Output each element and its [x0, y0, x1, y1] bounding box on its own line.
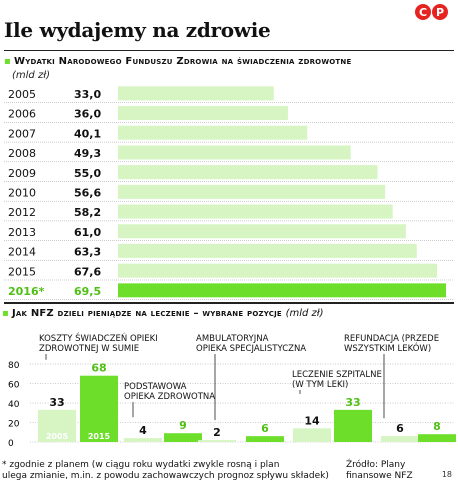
value-label-2005: 33	[49, 396, 64, 409]
value-label-2015: 68	[91, 362, 106, 375]
y-tick-label: 80	[8, 361, 20, 371]
group-label-line: LECZENIE SZPITALNE	[292, 370, 382, 380]
bar-2015	[164, 433, 202, 442]
value-label-2015: 8	[433, 420, 441, 433]
category-label: 2007	[8, 127, 36, 140]
value-label-2015: 9	[179, 419, 187, 432]
value-label: 58,2	[74, 206, 101, 219]
value-label: 61,0	[74, 226, 101, 239]
bar	[118, 125, 308, 140]
value-label-2015: 33	[345, 396, 360, 409]
category-label: 2012	[8, 206, 36, 219]
category-label: 2009	[8, 167, 36, 180]
value-label: 63,3	[74, 246, 101, 259]
value-label: 55,0	[74, 167, 101, 180]
y-tick-label: 20	[8, 420, 20, 430]
category-label: 2006	[8, 108, 36, 121]
footnote: * zgodnie z planem (w ciągu roku wydatki…	[2, 460, 329, 481]
bar	[118, 243, 417, 258]
logo-letter-c-icon: C	[415, 4, 431, 20]
value-label-2005: 4	[139, 424, 147, 437]
bar	[118, 86, 274, 101]
group-label-line: REFUNDACJA (PRZEDE	[344, 334, 439, 344]
bar	[118, 283, 446, 298]
value-label: 36,0	[74, 108, 101, 121]
value-label-2005: 14	[304, 414, 320, 427]
value-label: 49,3	[74, 147, 101, 160]
group-label-line: KOSZTY ŚWIADCZEŃ OPIEKI	[39, 332, 158, 344]
bar	[118, 184, 386, 199]
category-label: 2016*	[8, 285, 45, 298]
bar-2005	[38, 409, 76, 442]
value-label: 33,0	[74, 88, 101, 101]
bar-2015	[80, 375, 118, 442]
category-label: 2010	[8, 187, 36, 200]
group-label-line: AMBULATORYJNA	[196, 334, 269, 344]
bar-year-label: 2005	[46, 432, 69, 441]
bar	[118, 106, 288, 121]
value-label-2015: 6	[261, 422, 269, 435]
section1-title: ▪ Wydatki Narodowego Funduszu Zdrowia na …	[4, 56, 352, 67]
bar	[118, 204, 393, 219]
value-label: 67,6	[74, 265, 101, 278]
group-label-line: WSZYSTKIM LEKÓW)	[344, 342, 431, 354]
y-tick-label: 40	[8, 400, 20, 410]
value-label: 69,5	[74, 285, 101, 298]
category-label: 2013	[8, 226, 36, 239]
bar-2015	[246, 436, 284, 442]
bar-2015	[334, 409, 372, 442]
middle-divider	[4, 302, 454, 304]
value-label-2005: 2	[213, 426, 221, 439]
bar	[118, 165, 378, 180]
bar-2015	[418, 434, 456, 442]
y-tick-label: 0	[8, 439, 14, 449]
value-label: 56,6	[74, 187, 101, 200]
bar-year-label: 2015	[88, 432, 111, 441]
group-label-line: OPIEKA SPECJALISTYCZNA	[196, 344, 306, 354]
group-label-line: PODSTAWOWA	[124, 382, 187, 392]
top-divider	[4, 50, 454, 51]
section1-unit: (mld zł)	[12, 70, 50, 81]
group-label-line: ZDROWOTNEJ W SUMIE	[39, 344, 139, 354]
page-title: Ile wydajemy na zdrowie	[4, 18, 271, 42]
category-label: 2008	[8, 147, 36, 160]
bar-2005	[124, 438, 162, 442]
bar	[118, 224, 406, 239]
value-label-2005: 6	[396, 422, 404, 435]
value-label: 40,1	[74, 127, 101, 140]
section2-title: ▪ Jak NFZ dzieli pieniądze na leczenie – …	[2, 308, 324, 319]
group-label-line: OPIEKA ZDROWOTNA	[124, 392, 215, 402]
bar-2005	[293, 428, 331, 442]
category-label: 2014	[8, 246, 36, 259]
bar-2005	[381, 436, 419, 442]
source-note: Źródło: Plany finansowe NFZ	[346, 460, 413, 481]
group-label-line: (W TYM LEKI)	[292, 380, 348, 390]
category-label: 2015	[8, 265, 36, 278]
bar	[118, 263, 438, 278]
logo-letter-p-icon: P	[432, 4, 448, 20]
bar-2005	[198, 440, 236, 442]
category-label: 2005	[8, 88, 36, 101]
spending-bar-chart: 2005 33,0 2006 36,0 2007 40,1 2008 49,3 2009 55,0…	[4, 86, 454, 300]
page-number: 18	[441, 470, 452, 479]
bar	[118, 145, 351, 160]
y-tick-label: 60	[8, 381, 20, 391]
publisher-logo: C P	[415, 4, 448, 20]
